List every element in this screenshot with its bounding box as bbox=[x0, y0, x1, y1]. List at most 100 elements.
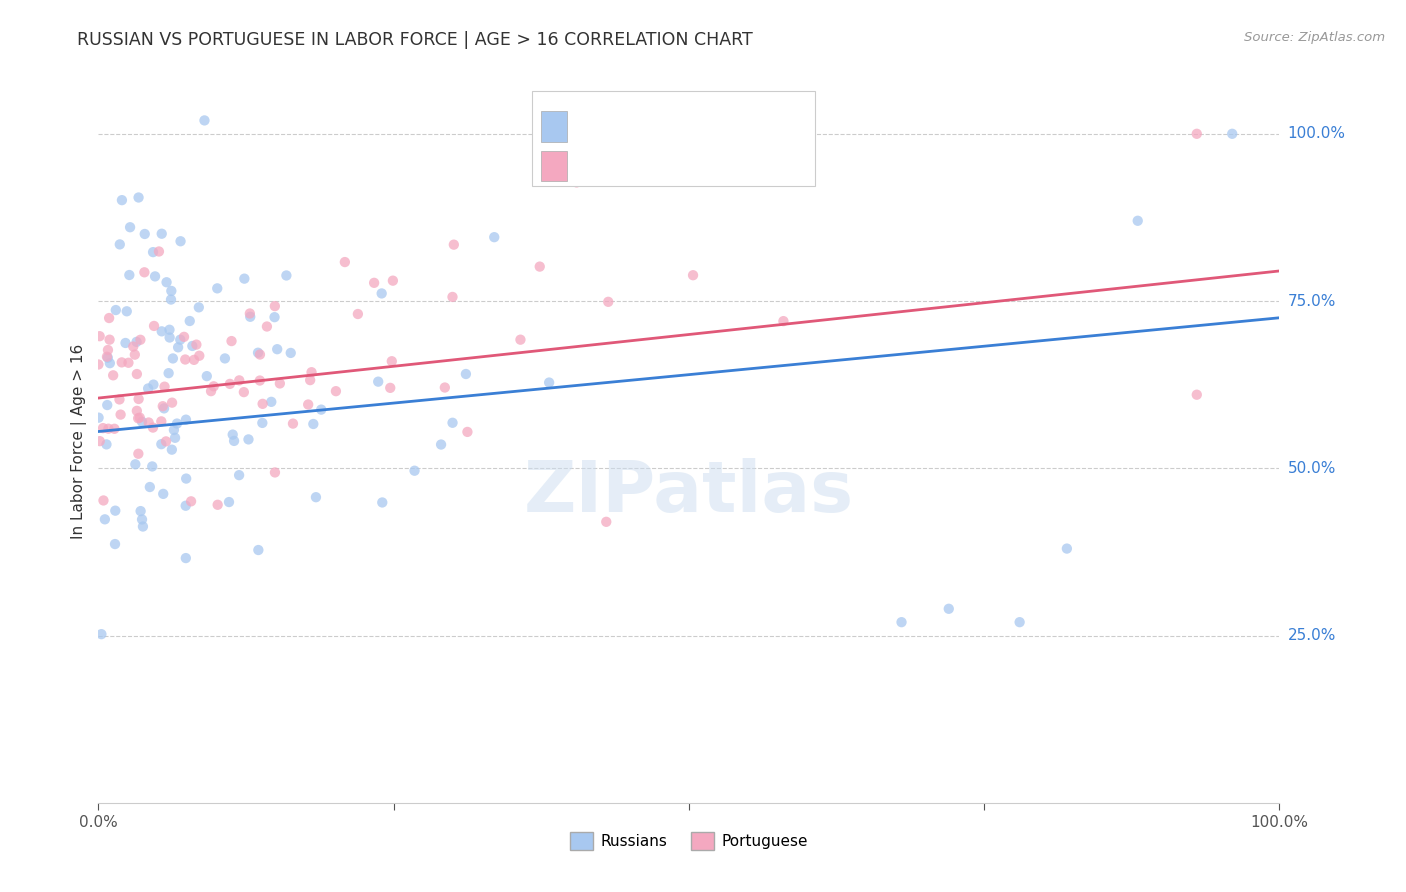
Point bbox=[87, 358, 110, 372]
Point bbox=[104, 303, 127, 318]
Point bbox=[142, 420, 165, 434]
Point bbox=[159, 323, 181, 337]
Point bbox=[207, 281, 229, 295]
Point bbox=[207, 498, 229, 512]
Point bbox=[150, 324, 173, 338]
Point bbox=[96, 437, 118, 451]
Point bbox=[404, 464, 426, 478]
Point bbox=[124, 458, 146, 472]
Point bbox=[160, 395, 183, 409]
Text: 75.0%: 75.0% bbox=[1288, 293, 1336, 309]
Point bbox=[103, 422, 125, 436]
Point bbox=[247, 345, 270, 359]
Point bbox=[484, 230, 506, 244]
Point bbox=[129, 504, 152, 518]
Point bbox=[222, 427, 245, 442]
Point bbox=[232, 385, 254, 400]
Point bbox=[325, 384, 347, 399]
Point bbox=[598, 294, 620, 309]
Point bbox=[441, 290, 464, 304]
Point bbox=[238, 433, 260, 447]
Point bbox=[538, 376, 561, 390]
Text: 80: 80 bbox=[721, 156, 744, 175]
Point bbox=[96, 350, 118, 364]
Point bbox=[125, 334, 148, 349]
Point bbox=[1185, 387, 1208, 401]
Point bbox=[269, 376, 291, 391]
Point bbox=[187, 301, 209, 315]
Point bbox=[1220, 127, 1243, 141]
Point bbox=[153, 401, 176, 416]
Point bbox=[152, 487, 174, 501]
Point bbox=[134, 265, 156, 279]
Legend: Russians, Portuguese: Russians, Portuguese bbox=[564, 826, 814, 856]
Point bbox=[179, 314, 201, 328]
Point bbox=[443, 237, 465, 252]
Point bbox=[124, 348, 146, 362]
Point bbox=[456, 425, 478, 439]
Point bbox=[301, 365, 323, 379]
Point bbox=[142, 245, 165, 260]
Point bbox=[302, 417, 325, 431]
Point bbox=[1126, 214, 1149, 228]
Point bbox=[309, 402, 332, 417]
Point bbox=[87, 410, 110, 425]
Point bbox=[938, 602, 960, 616]
Point bbox=[186, 337, 208, 351]
Text: 100.0%: 100.0% bbox=[1288, 127, 1346, 141]
Point bbox=[305, 490, 328, 504]
Point bbox=[595, 515, 617, 529]
Point bbox=[222, 434, 245, 448]
Point bbox=[370, 286, 392, 301]
Text: 25.0%: 25.0% bbox=[1288, 628, 1336, 643]
Point bbox=[110, 408, 132, 422]
Point bbox=[565, 176, 588, 190]
Point bbox=[160, 293, 183, 307]
Point bbox=[142, 377, 165, 392]
Point bbox=[682, 268, 704, 283]
Point bbox=[890, 615, 912, 630]
Point bbox=[117, 356, 139, 370]
Point bbox=[127, 447, 149, 461]
Point bbox=[363, 276, 385, 290]
Point bbox=[131, 512, 153, 526]
Point bbox=[239, 306, 262, 320]
Point bbox=[239, 310, 262, 324]
Point bbox=[333, 255, 356, 269]
Point bbox=[155, 434, 177, 449]
Point bbox=[276, 268, 298, 283]
Point bbox=[155, 275, 177, 289]
Point bbox=[89, 434, 111, 449]
Point bbox=[98, 311, 121, 326]
Point bbox=[101, 368, 124, 383]
Point bbox=[89, 329, 111, 343]
Point bbox=[169, 234, 191, 248]
Point bbox=[441, 416, 464, 430]
Point bbox=[454, 367, 477, 381]
Text: 0.362: 0.362 bbox=[614, 156, 668, 175]
Point bbox=[169, 333, 191, 347]
Point bbox=[509, 333, 531, 347]
Point bbox=[233, 271, 256, 285]
Point bbox=[143, 269, 166, 284]
Point bbox=[263, 310, 285, 325]
Point bbox=[263, 299, 285, 313]
Point bbox=[90, 627, 112, 641]
Point bbox=[131, 415, 153, 429]
Text: Source: ZipAtlas.com: Source: ZipAtlas.com bbox=[1244, 31, 1385, 45]
Point bbox=[371, 495, 394, 509]
Point bbox=[181, 339, 204, 353]
Point bbox=[188, 349, 211, 363]
Point bbox=[214, 351, 236, 366]
Text: R =: R = bbox=[576, 117, 613, 135]
Point bbox=[173, 330, 195, 344]
Point bbox=[143, 318, 166, 333]
Point bbox=[1008, 615, 1031, 630]
Point bbox=[122, 339, 145, 353]
Point bbox=[128, 410, 150, 425]
Point bbox=[180, 494, 202, 508]
Point bbox=[111, 355, 134, 369]
Point bbox=[128, 392, 150, 406]
Point bbox=[162, 351, 184, 366]
Point bbox=[202, 379, 225, 393]
